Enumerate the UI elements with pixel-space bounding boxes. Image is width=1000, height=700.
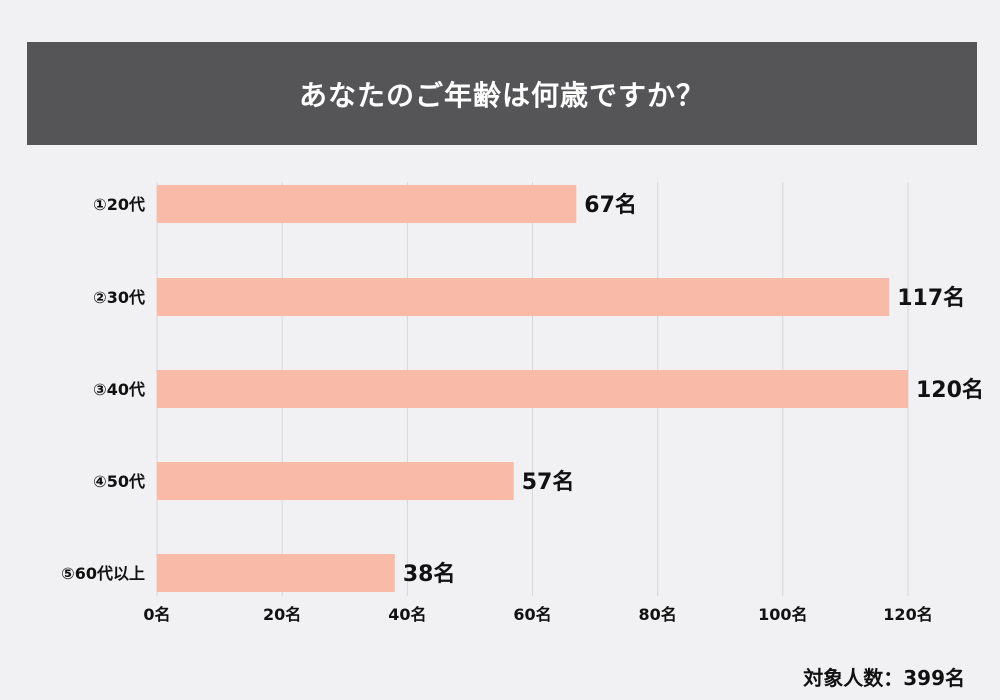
category-label: ②30代 [93, 288, 145, 307]
x-tick-label: 80名 [639, 605, 677, 624]
bar [157, 185, 577, 223]
data-label: 67名 [584, 192, 637, 218]
category-label: ③40代 [93, 380, 145, 399]
bar [157, 370, 908, 408]
chart-title: あなたのご年齢は何歳ですか？ [298, 78, 705, 112]
category-label: ④50代 [93, 472, 145, 491]
x-tick-label: 60名 [513, 605, 551, 624]
x-tick-label: 40名 [388, 605, 426, 624]
x-tick-label: 120名 [883, 605, 932, 624]
data-label: 117名 [897, 285, 965, 311]
category-label: ⑤60代以上 [61, 564, 145, 583]
x-tick-label: 0名 [143, 605, 170, 624]
data-label: 38名 [403, 561, 456, 587]
bar [157, 278, 890, 316]
respondent-count: 対象人数：399名 [803, 666, 965, 690]
x-tick-label: 100名 [758, 605, 807, 624]
bar [157, 554, 395, 592]
data-label: 120名 [916, 377, 984, 403]
category-label: ①20代 [93, 195, 145, 214]
data-label: 57名 [522, 469, 575, 495]
x-tick-label: 20名 [263, 605, 301, 624]
bar [157, 462, 514, 500]
chart-title-banner: あなたのご年齢は何歳ですか？ [27, 42, 977, 145]
